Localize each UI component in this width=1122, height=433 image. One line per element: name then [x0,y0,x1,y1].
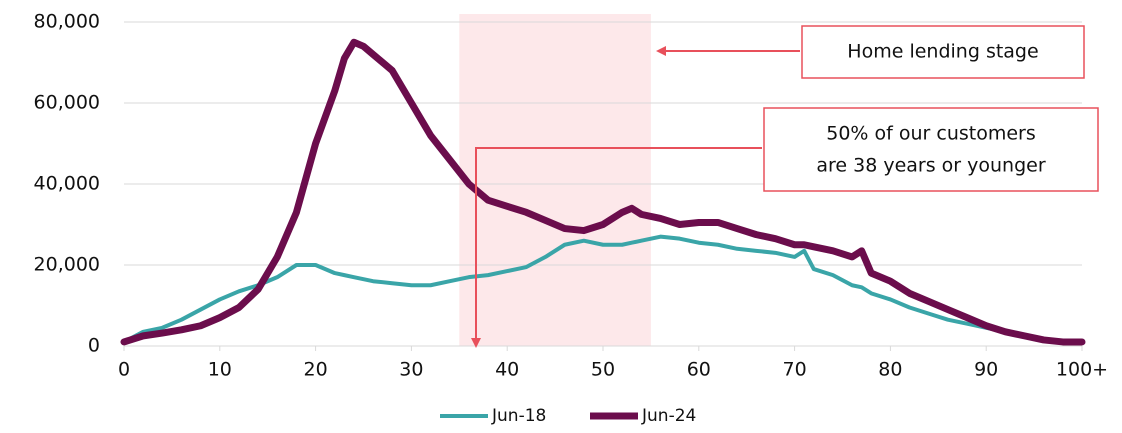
y-tick-label: 80,000 [34,11,100,33]
annotation-box [763,107,1099,192]
legend-label: Jun-18 [491,406,546,426]
y-tick-label: 0 [88,335,100,357]
line-series [120,38,1086,346]
x-tick-label: 70 [783,359,807,381]
annotation-text: 50% of our customers [826,123,1036,145]
y-tick-label: 20,000 [34,254,100,276]
arrow [471,147,762,348]
annotation-text: are 38 years or younger [816,155,1045,177]
x-tick-label: 40 [495,359,519,381]
line-series [122,234,1084,344]
annotation-text: Home lending stage [847,41,1038,63]
x-tick-label: 30 [399,359,423,381]
y-tick-label: 60,000 [34,92,100,114]
x-tick-label: 80 [878,359,902,381]
x-tick-label: 0 [118,359,130,381]
annotation-box [801,25,1085,79]
x-tick-label: 60 [687,359,711,381]
x-tick-label: 10 [208,359,232,381]
x-tick-label: 90 [974,359,998,381]
x-tick-label: 100+ [1056,359,1108,381]
x-tick-label: 50 [591,359,615,381]
legend-label: Jun-24 [641,406,696,426]
y-tick-label: 40,000 [34,173,100,195]
highlight-band [459,14,651,346]
x-tick-label: 20 [304,359,328,381]
